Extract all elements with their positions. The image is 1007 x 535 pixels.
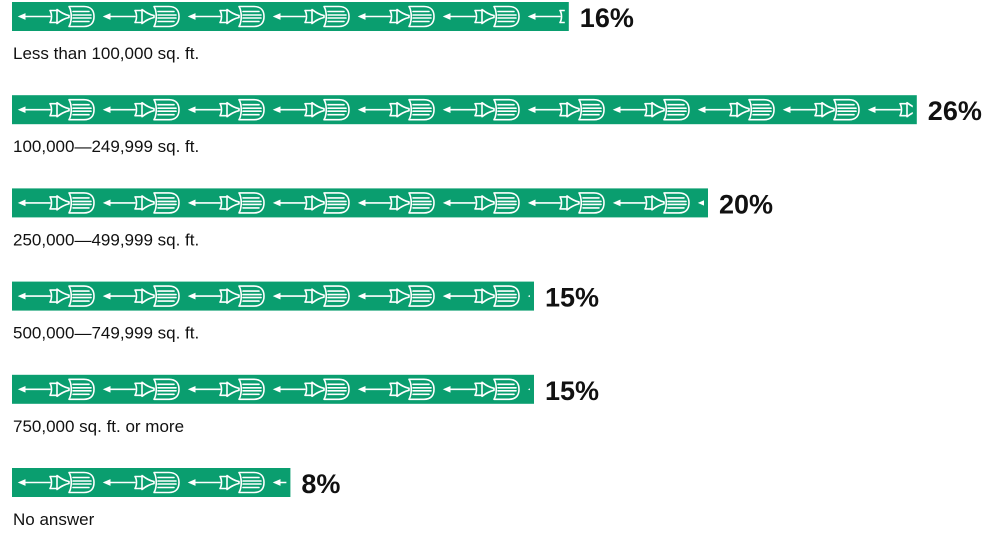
category-label: 750,000 sq. ft. or more bbox=[13, 417, 184, 436]
value-label: 26% bbox=[928, 96, 982, 126]
bar-row: 15% 750,000 sq. ft. or more bbox=[12, 374, 599, 436]
category-label: 500,000—749,999 sq. ft. bbox=[13, 324, 199, 343]
category-label: Less than 100,000 sq. ft. bbox=[13, 44, 199, 63]
category-label: No answer bbox=[13, 510, 95, 529]
bar-row: 8% No answer bbox=[12, 468, 340, 529]
bar-row: 26% 100,000—249,999 sq. ft. bbox=[12, 95, 982, 156]
value-label: 15% bbox=[545, 376, 599, 406]
bar-row: 20% 250,000—499,999 sq. ft. bbox=[12, 188, 773, 249]
value-label: 20% bbox=[719, 189, 773, 219]
bar-row: 15% 500,000—749,999 sq. ft. bbox=[12, 281, 599, 343]
bar-row: 16% Less than 100,000 sq. ft. bbox=[12, 2, 634, 63]
value-label: 16% bbox=[580, 3, 634, 33]
chart-rows: 16% Less than 100,000 sq. ft. 26% 100,000—2… bbox=[12, 2, 982, 529]
category-label: 100,000—249,999 sq. ft. bbox=[13, 137, 199, 156]
value-label: 15% bbox=[545, 283, 599, 313]
value-label: 8% bbox=[301, 469, 340, 499]
category-label: 250,000—499,999 sq. ft. bbox=[13, 230, 199, 249]
